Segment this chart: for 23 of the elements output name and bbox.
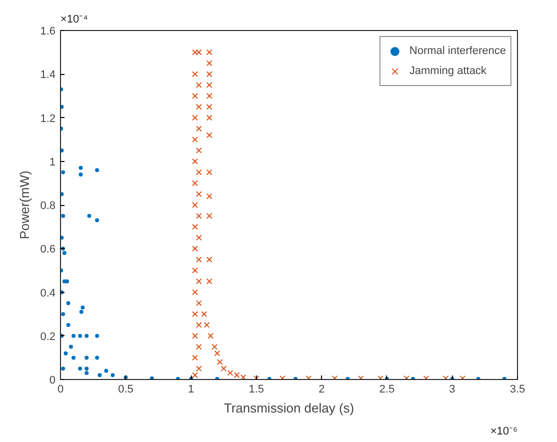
y-tick-label: 1.4 <box>40 69 56 82</box>
x-tick-label: 0.5 <box>118 384 134 396</box>
legend-label: Jamming attack <box>409 65 486 77</box>
y-tick-label: 0.6 <box>40 244 56 256</box>
legend-label: Normal interference <box>409 45 506 57</box>
y-tick-label: 0.2 <box>40 330 56 343</box>
text: ×10⁻⁶ <box>490 426 518 438</box>
y-tick-label: 0.4 <box>40 287 56 300</box>
y-tick-label: 1.2 <box>40 112 56 125</box>
y-tick-label: 0.8 <box>40 200 56 212</box>
x-tick-label: 3.5 <box>510 384 526 396</box>
x-tick-label: 1 <box>188 384 194 396</box>
x-tick-label: 3 <box>449 384 456 396</box>
x-tick-label: 0 <box>57 384 64 396</box>
text: ×10⁻⁴ <box>60 14 88 26</box>
y-tick-label: 1 <box>49 156 56 168</box>
x-axis-title: Transmission delay (s) <box>224 400 354 416</box>
x-tick-label: 2.5 <box>379 384 395 396</box>
y-axis-title: Power(mW) <box>17 170 32 240</box>
x-tick-label: 2 <box>318 384 325 396</box>
y-tick-label: 0 <box>49 374 56 386</box>
y-tick-label: 1.6 <box>40 26 56 38</box>
x-tick-label: 1.5 <box>248 384 264 396</box>
